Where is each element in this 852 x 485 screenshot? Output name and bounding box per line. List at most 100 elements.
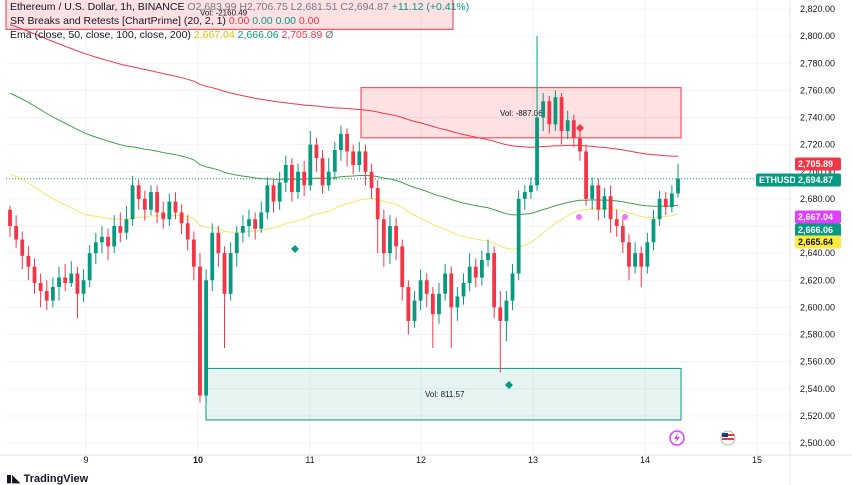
legend-sr-row[interactable]: SR Breaks and Retests [ChartPrime] (20, … xyxy=(10,14,469,28)
price-tick-label: 2,800.00 xyxy=(800,31,835,41)
candle-body xyxy=(602,196,607,210)
candle-body xyxy=(14,226,19,240)
candle-body xyxy=(633,253,638,267)
candle-body xyxy=(676,178,680,194)
symbol-name[interactable]: Ethereum / U.S. Dollar, 1h, BINANCE xyxy=(10,1,185,13)
candle-body xyxy=(504,300,509,321)
ema50-price-tag: 2,667.04 xyxy=(798,212,833,222)
candle-body xyxy=(259,212,264,229)
sr-indicator-label[interactable]: SR Breaks and Retests [ChartPrime] (20, … xyxy=(10,15,226,27)
support-box xyxy=(205,367,682,421)
tradingview-logo[interactable]: ▮◣ TradingView xyxy=(6,472,88,485)
candle-body xyxy=(553,97,558,125)
candle-body xyxy=(498,307,503,321)
candle-body xyxy=(296,171,300,193)
candlesticks xyxy=(8,36,680,403)
price-tick-label: 2,640.00 xyxy=(800,248,835,258)
candle-body xyxy=(173,201,178,213)
candle-body xyxy=(271,185,276,202)
price-tick-label: 2,820.00 xyxy=(800,4,835,14)
symbol-price-tag: ETHUSD xyxy=(759,175,797,185)
sr-box-volume-label: Vol: -2160.49 xyxy=(200,8,248,17)
candle-body xyxy=(479,259,484,278)
time-tick-label: 13 xyxy=(528,455,538,465)
legend-symbol-row: Ethereum / U.S. Dollar, 1h, BINANCE O2,6… xyxy=(10,0,469,14)
candle-body xyxy=(277,182,282,202)
ema100-price-tag: 2,666.06 xyxy=(798,225,833,235)
lightning-icon[interactable] xyxy=(669,430,685,446)
candle-body xyxy=(118,226,123,233)
time-tick-label: 9 xyxy=(83,455,88,465)
ema-indicator-label[interactable]: Ema (close, 50, close, 100, close, 200) xyxy=(10,29,191,41)
resistance-box xyxy=(5,0,454,30)
candle-body xyxy=(461,282,466,297)
legend-ema-row[interactable]: Ema (close, 50, close, 100, close, 200) … xyxy=(10,28,469,42)
ema-lines xyxy=(6,24,790,250)
ema-yellow-price-tag-bg xyxy=(795,235,841,249)
candle-body xyxy=(394,226,398,247)
candle-body xyxy=(136,185,141,199)
candle-body xyxy=(290,164,294,193)
candle-body xyxy=(228,253,233,294)
candle-body xyxy=(44,291,49,301)
candle-body xyxy=(130,185,135,220)
candle-body xyxy=(541,101,546,118)
sr-boxes: Vol: -2160.49 Vol: -887.06 Vol: 811.57 xyxy=(5,0,682,421)
candle-body xyxy=(210,232,215,281)
candle-body xyxy=(345,133,349,152)
price-tick-label: 2,580.00 xyxy=(800,330,835,340)
candle-body xyxy=(326,171,331,186)
time-tick-label: 12 xyxy=(416,455,426,465)
signal-markers xyxy=(291,124,628,389)
time-scale[interactable]: 9 10 11 12 13 14 15 xyxy=(83,455,762,465)
candle-body xyxy=(547,101,552,125)
price-tick-label: 2,740.00 xyxy=(800,113,835,123)
candle-body xyxy=(32,266,37,283)
candle-body xyxy=(75,273,80,294)
candle-body xyxy=(571,120,576,138)
candle-body xyxy=(565,120,570,132)
candle-body xyxy=(516,198,521,274)
candle-body xyxy=(81,280,86,294)
candle-body xyxy=(430,293,435,315)
candle-body xyxy=(351,151,356,165)
candle-body xyxy=(418,280,423,301)
bullish-retest-marker xyxy=(291,245,299,253)
candle-body xyxy=(38,282,43,292)
candle-body xyxy=(522,192,527,199)
candle-body xyxy=(363,151,368,172)
candle-body xyxy=(240,226,245,233)
last-price-tag: 2,694.87 xyxy=(798,175,833,185)
candle-body xyxy=(412,300,417,321)
chart-legend: Ethereum / U.S. Dollar, 1h, BINANCE O2,6… xyxy=(10,0,469,42)
price-tick-label: 2,500.00 xyxy=(800,438,835,448)
candle-body xyxy=(645,242,650,267)
candle-body xyxy=(529,185,533,193)
candle-body xyxy=(69,273,74,283)
tradingview-name: TradingView xyxy=(23,473,89,485)
price-tick-label: 2,540.00 xyxy=(800,384,835,394)
candle-body xyxy=(191,239,196,267)
candle-body xyxy=(216,232,221,254)
candle-body xyxy=(437,293,441,315)
candle-body xyxy=(198,266,202,396)
candle-body xyxy=(302,171,307,186)
price-tick-label: 2,720.00 xyxy=(800,140,835,150)
sr-box-volume-label: Vol: -887.06 xyxy=(500,109,543,118)
price-scale[interactable]: 2,820.00 2,800.00 2,780.00 2,760.00 2,740.00… xyxy=(756,4,841,448)
candle-body xyxy=(265,185,270,213)
us-flag-icon[interactable] xyxy=(720,430,736,446)
candle-body xyxy=(63,277,68,283)
candle-body xyxy=(443,273,448,294)
candle-body xyxy=(584,151,588,199)
tradingview-mark-icon: ▮◣ xyxy=(6,473,21,485)
candle-body xyxy=(149,192,153,210)
candle-body xyxy=(663,198,668,208)
candle-body xyxy=(106,236,110,247)
ema-value-1: 2,667.04 xyxy=(193,29,235,41)
candle-body xyxy=(486,253,490,260)
candle-body xyxy=(375,188,380,220)
candle-body xyxy=(608,196,613,220)
chart-icons[interactable] xyxy=(669,430,736,446)
